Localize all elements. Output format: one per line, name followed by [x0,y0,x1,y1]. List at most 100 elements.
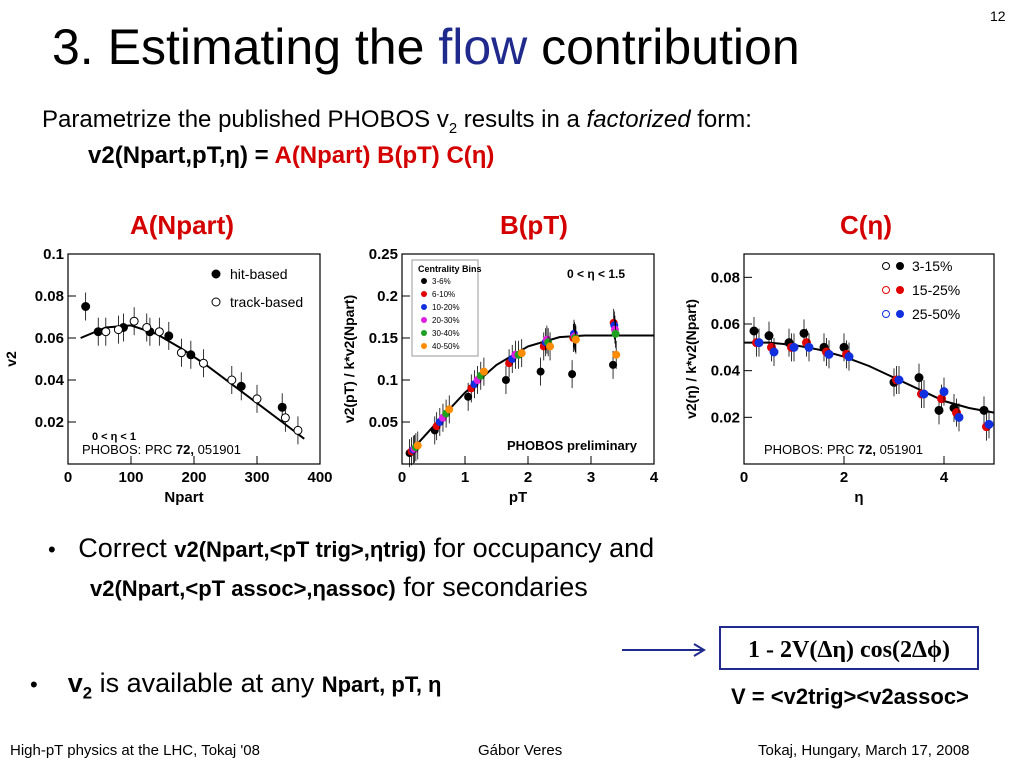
source-label: PHOBOS: PRC 72, 051901 [82,442,241,457]
data-point [277,402,287,412]
legend-marker [421,343,427,349]
legend-label: 30-40% [432,329,460,338]
data-point [413,441,422,450]
v-definition: V = <v2trig><v2assoc> [731,684,969,709]
footer-left: High-pT physics at the LHC, Tokaj '08 [10,742,260,759]
fit-curve [80,324,305,440]
panel-title-b: B(pT) [500,210,568,240]
x-tick-label: 3 [587,469,595,486]
data-point [517,349,526,358]
data-point [293,425,303,435]
bullet-1-formula-trig: v2(Npart,<pT trig>,ηtrig) [174,537,427,562]
data-point [546,342,555,351]
data-point [101,327,111,337]
data-point [479,367,488,376]
data-point [934,405,944,415]
y-tick-label: 0.08 [35,288,64,305]
data-point [844,352,854,362]
bullet-dot: • [48,537,56,562]
plots-area: 0 100 200 300 4000.020.040.060.080.1Npartv2h… [3,246,995,506]
x-tick-label: 0 [64,469,72,486]
bullet-2-sub: 2 [82,683,93,703]
y-tick-label: 0.15 [369,330,398,347]
data-point [280,413,290,423]
legend-marker-open [882,286,890,294]
y-tick-label: 0.05 [369,414,398,431]
y-tick-label: 0.06 [35,330,64,347]
source-post: 051901 [876,442,923,457]
y-tick-label: 0.04 [711,363,741,380]
data-point [445,405,454,414]
x-tick-label: 2 [524,469,532,486]
data-point [919,389,929,399]
data-point [939,387,949,397]
intro-pre: Parametrize the published PHOBOS v [42,106,449,133]
data-point [164,331,174,341]
legend-label: 6-10% [432,290,455,299]
chart-c-eta: 0 2 4 0.02 0.04 0.06 0.08 η v2(η) / k*v2(Npart) 3… [683,253,995,506]
data-point [611,329,620,338]
bullet-2-vars: Npart, pT, η [321,672,442,697]
page-number: 12 [990,8,1006,24]
legend-marker [421,317,427,323]
bullet-2-text: is available at any [92,668,322,698]
data-point [914,373,924,383]
data-point [764,331,774,341]
data-point [186,350,196,360]
data-point [894,375,904,385]
legend-marker-filled [896,310,904,318]
data-point [113,325,123,335]
legend-marker [211,269,221,279]
data-point [154,327,164,337]
data-point [129,316,139,326]
data-point [536,367,545,376]
data-point [824,349,834,359]
legend-label: 3-15% [912,258,952,274]
x-tick-label: 200 [181,469,206,486]
data-point [198,358,208,368]
legend-label: 25-50% [912,306,960,322]
x-axis-label: pT [509,489,527,506]
x-axis-label: Npart [164,489,203,506]
y-tick-label: 0.1 [377,372,398,389]
intro-line: Parametrize the published PHOBOS v2 resu… [42,106,752,137]
chart-a-npart: 0 100 200 300 400 0.02 0.04 0.06 0.08 0.1 Npart v2 h… [3,246,333,506]
legend-label: 10-20% [432,303,460,312]
legend-label: 3-6% [432,277,451,286]
formula-lhs: v2(Npart,pT,η) = [88,142,269,169]
source-post: 051901 [194,442,241,457]
arrow-icon [622,643,706,657]
footer-right: Tokaj, Hungary, March 17, 2008 [758,742,970,759]
y-axis-label: v2 [3,351,19,367]
bullet-2: • v2 is available at any Npart, pT, η [30,668,441,703]
y-axis-label: v2(η) / k*v2(Npart) [683,299,699,419]
x-tick-label: 2 [840,469,848,486]
panel-title-c: C(η) [840,210,892,240]
bullet-dot: • [30,672,38,697]
x-tick-label: 1 [461,469,469,486]
data-point [571,335,580,344]
bullet-1-post2: for secondaries [403,572,588,602]
y-tick-label: 0.1 [43,246,64,263]
x-tick-label: 4 [650,469,659,486]
legend-marker [421,304,427,310]
data-point [749,326,759,336]
data-point [754,338,764,348]
bullet-2-v: v [67,668,83,698]
data-point [954,412,964,422]
data-point [142,323,152,332]
legend-label: 40-50% [432,342,460,351]
legend-label: 15-25% [912,282,960,298]
data-point [227,375,237,385]
data-point [252,394,262,404]
y-tick-label: 0.02 [711,409,740,426]
legend-label: hit-based [230,266,288,282]
plot-frame [743,253,995,465]
y-tick-label: 0.25 [369,246,398,263]
data-point [464,392,473,401]
y-tick-label: 0.04 [35,372,65,389]
y-tick-label: 0.02 [35,414,64,431]
slide-title: 3. Estimating the flow contribution [52,18,800,76]
legend-title: Centrality Bins [418,264,482,274]
legend-label: 20-30% [432,316,460,325]
